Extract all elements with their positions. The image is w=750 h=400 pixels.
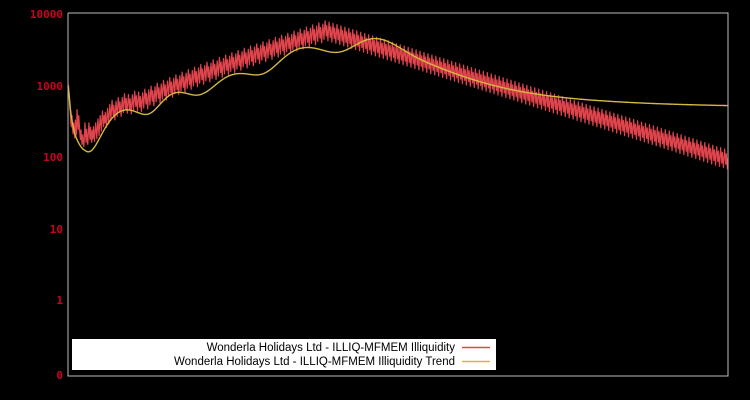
plot-series-group [67, 20, 729, 170]
ytick-label-0: 0 [56, 369, 63, 382]
series-line-illiquidity [67, 20, 729, 170]
ytick-label-100: 100 [43, 151, 63, 164]
ytick-label-1000: 1000 [37, 80, 64, 93]
plot-axis-frame [67, 12, 729, 377]
ytick-label-1: 1 [56, 294, 63, 307]
plot-area-background [68, 13, 728, 376]
series-line-illiquidity-trend [67, 37, 729, 153]
legend: Wonderla Holidays Ltd - ILLIQ-MFMEM Illi… [72, 339, 496, 370]
legend-label-0: Wonderla Holidays Ltd - ILLIQ-MFMEM Illi… [207, 342, 456, 354]
ytick-label-10: 10 [50, 223, 63, 236]
legend-background [72, 339, 496, 370]
ytick-label-10000: 10000 [30, 8, 63, 21]
y-axis-tick-labels: 10000 1000 100 10 1 0 [30, 8, 64, 382]
legend-label-1: Wonderla Holidays Ltd - ILLIQ-MFMEM Illi… [174, 356, 455, 368]
